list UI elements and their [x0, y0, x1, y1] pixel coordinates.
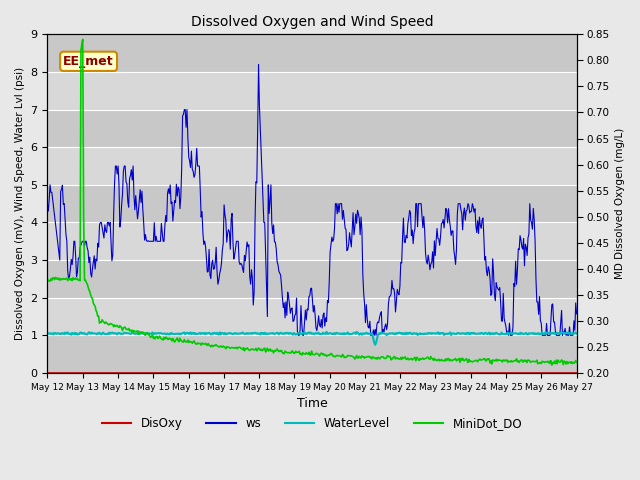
Bar: [47, 147, 577, 185]
Legend: DisOxy, ws, WaterLevel, MiniDot_DO: DisOxy, ws, WaterLevel, MiniDot_DO: [97, 412, 527, 435]
Bar: [47, 72, 577, 109]
Title: Dissolved Oxygen and Wind Speed: Dissolved Oxygen and Wind Speed: [191, 15, 433, 29]
X-axis label: Time: Time: [296, 397, 328, 410]
Bar: [47, 222, 577, 260]
Bar: [47, 185, 577, 222]
Bar: [47, 260, 577, 298]
Bar: [47, 336, 577, 373]
Bar: [47, 109, 577, 147]
Y-axis label: MD Dissolved Oxygen (mg/L): MD Dissolved Oxygen (mg/L): [615, 128, 625, 279]
Text: EE_met: EE_met: [63, 55, 114, 68]
Bar: [47, 35, 577, 72]
Y-axis label: Dissolved Oxygen (mV), Wind Speed, Water Lvl (psi): Dissolved Oxygen (mV), Wind Speed, Water…: [15, 67, 25, 340]
Bar: [47, 298, 577, 336]
